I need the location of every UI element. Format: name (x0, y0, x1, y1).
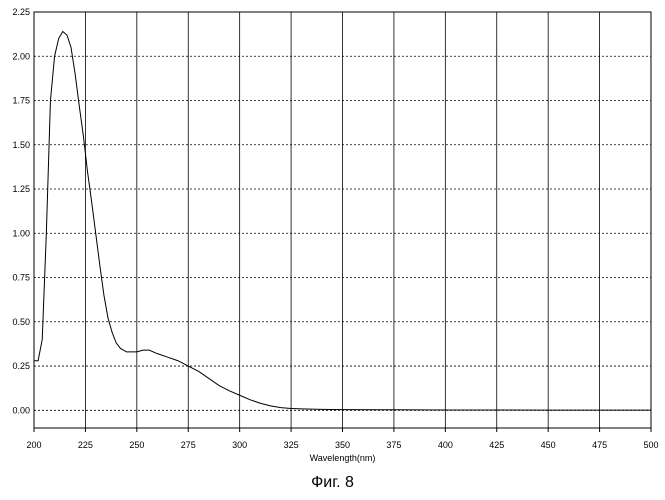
y-tick-label: 0.75 (12, 273, 30, 283)
x-tick-label: 225 (78, 440, 93, 450)
uv-absorbance-chart: 200 225 250 275 300 325 350 375 400 425 450 475 500 0… (0, 0, 665, 475)
y-tick-label: 0.25 (12, 361, 30, 371)
x-tick-label: 300 (232, 440, 247, 450)
x-tick-label: 350 (335, 440, 350, 450)
y-tick-label: 1.00 (12, 228, 30, 238)
x-tick-label: 425 (489, 440, 504, 450)
y-tick-label: 2.00 (12, 51, 30, 61)
x-tick-label: 275 (181, 440, 196, 450)
x-tick-label: 375 (386, 440, 401, 450)
grid-lines (34, 12, 651, 428)
y-tick-label: 0.50 (12, 317, 30, 327)
y-tick-label: 0.00 (12, 405, 30, 415)
x-tick-label: 500 (643, 440, 658, 450)
x-tick-label: 250 (129, 440, 144, 450)
tick-labels: 200 225 250 275 300 325 350 375 400 425 450 475 500 0… (12, 7, 658, 450)
y-tick-label: 1.25 (12, 184, 30, 194)
x-tick-label: 325 (284, 440, 299, 450)
y-tick-label: 1.75 (12, 96, 30, 106)
x-tick-label: 450 (541, 440, 556, 450)
y-tick-label: 2.25 (12, 7, 30, 17)
x-axis-label: Wavelength(nm) (310, 453, 376, 463)
x-tick-label: 400 (438, 440, 453, 450)
figure-caption: Фиг. 8 (0, 474, 665, 492)
x-tick-label: 475 (592, 440, 607, 450)
y-tick-label: 1.50 (12, 140, 30, 150)
x-tick-label: 200 (26, 440, 41, 450)
